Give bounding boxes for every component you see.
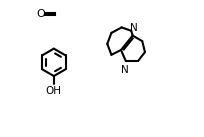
Text: N: N <box>121 65 128 75</box>
Text: O: O <box>37 9 45 19</box>
Text: OH: OH <box>46 86 62 96</box>
Text: N: N <box>129 23 137 33</box>
